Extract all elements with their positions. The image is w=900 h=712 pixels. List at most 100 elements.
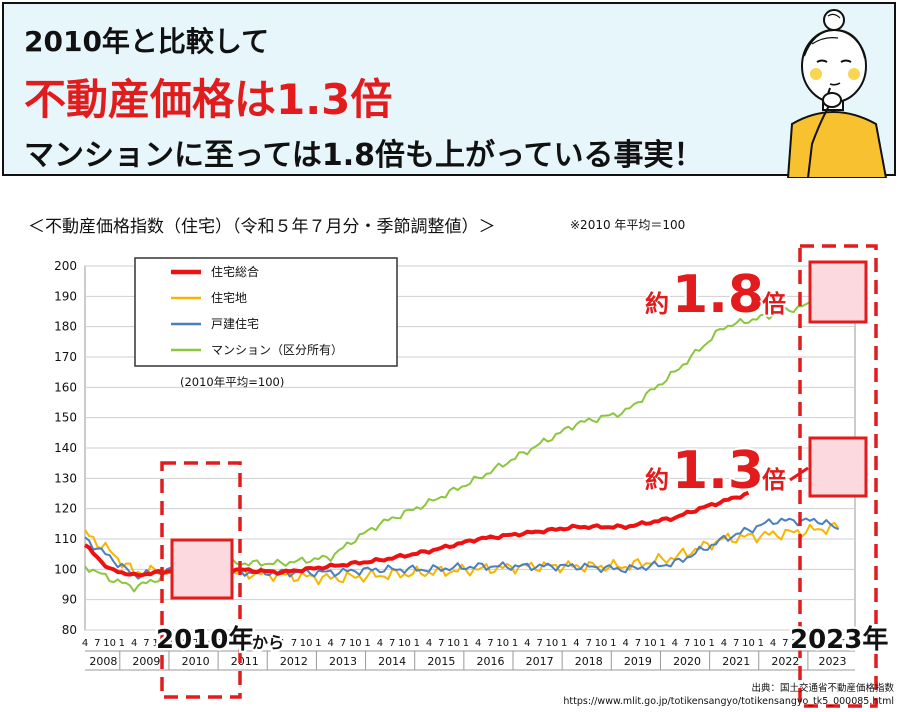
legend-label: 住宅地 (211, 290, 247, 305)
bai-label-mansion: 倍 (762, 290, 786, 318)
x-month-tick-label: 4 (573, 638, 579, 649)
base-year-note: (2010年平均=100) (180, 375, 284, 389)
x-month-tick-label: 7 (635, 638, 641, 649)
mansion-multiplier-value: 1.8 (672, 265, 764, 325)
x-month-tick-label: 7 (586, 638, 592, 649)
label-2010: 2010年 (156, 624, 254, 655)
x-year-label: 2015 (427, 655, 455, 668)
label-kara: から (252, 633, 284, 652)
x-month-tick-label: 1 (217, 638, 223, 649)
y-tick-label: 130 (54, 471, 77, 485)
x-month-tick-label: 10 (644, 638, 657, 649)
x-month-tick-label: 4 (278, 638, 284, 649)
x-year-label: 2022 (771, 655, 799, 668)
x-month-tick-label: 4 (82, 638, 88, 649)
x-month-tick-label: 10 (398, 638, 411, 649)
thinking-woman-illustration (786, 9, 888, 178)
yaku-label-mansion: 約 (645, 290, 669, 318)
chart-title: ＜不動産価格指数（住宅）（令和５年７月分・季節調整値）＞ (28, 217, 496, 237)
y-tick-label: 100 (54, 562, 77, 576)
x-month-tick-label: 10 (349, 638, 362, 649)
x-month-tick-label: 1 (463, 638, 469, 649)
yaku-label-total: 約 (645, 466, 669, 494)
x-month-tick-label: 4 (524, 638, 530, 649)
x-month-tick-label: 1 (266, 638, 272, 649)
x-month-tick-label: 7 (94, 638, 100, 649)
x-year-label: 2020 (673, 655, 701, 668)
x-month-tick-label: 10 (152, 638, 165, 649)
x-month-tick-label: 4 (475, 638, 481, 649)
x-month-tick-label: 10 (496, 638, 509, 649)
x-month-tick-label: 1 (561, 638, 567, 649)
x-year-label: 2012 (280, 655, 308, 668)
x-month-tick-label: 7 (192, 638, 198, 649)
headline-line2: 不動産価格は1.3倍 (24, 75, 393, 124)
x-month-tick-label: 1 (315, 638, 321, 649)
x-month-tick-label: 10 (840, 638, 853, 649)
x-year-label: 2019 (624, 655, 652, 668)
y-tick-label: 190 (54, 289, 77, 303)
highlight-2023-dashed-box (798, 244, 878, 708)
legend-box (134, 257, 398, 367)
x-year-label: 2014 (378, 655, 406, 668)
x-month-tick-label: 4 (131, 638, 137, 649)
legend-label: 住宅総合 (211, 264, 259, 279)
x-month-tick-label: 4 (770, 638, 776, 649)
y-tick-label: 200 (54, 259, 77, 273)
x-month-tick-label: 10 (595, 638, 608, 649)
x-month-tick-label: 4 (180, 638, 186, 649)
y-tick-label: 110 (54, 532, 77, 546)
x-month-tick-label: 7 (684, 638, 690, 649)
x-month-tick-label: 7 (242, 638, 248, 649)
legend-label: マンション（区分所有） (211, 343, 343, 357)
headline-line1: 2010年と比較して (24, 25, 270, 58)
x-month-tick-label: 4 (229, 638, 235, 649)
x-month-tick-label: 4 (426, 638, 432, 649)
bai-label-total: 倍 (762, 466, 786, 494)
x-year-label: 2023 (818, 655, 846, 668)
chart-base-note: ※2010 年平均＝100 (570, 218, 686, 232)
x-month-tick-label: 1 (610, 638, 616, 649)
y-tick-label: 90 (62, 593, 77, 607)
y-tick-label: 140 (54, 441, 77, 455)
x-year-label: 2011 (231, 655, 259, 668)
x-month-tick-label: 7 (733, 638, 739, 649)
x-month-tick-label: 10 (300, 638, 313, 649)
x-month-tick-label: 4 (622, 638, 628, 649)
x-month-tick-label: 10 (447, 638, 460, 649)
y-tick-label: 80 (62, 623, 77, 637)
x-month-tick-label: 7 (340, 638, 346, 649)
x-month-tick-label: 7 (291, 638, 297, 649)
x-month-tick-label: 4 (672, 638, 678, 649)
x-year-label: 2009 (132, 655, 160, 668)
label-2023: 2023年 (790, 624, 888, 655)
x-month-tick-label: 7 (143, 638, 149, 649)
x-month-tick-label: 7 (536, 638, 542, 649)
highlight-2010-dashed-box (160, 461, 242, 699)
header-banner: 2010年と比較して 不動産価格は1.3倍 マンションに至っては1.8倍も上がっ… (2, 2, 896, 178)
x-month-tick-label: 7 (438, 638, 444, 649)
x-month-tick-label: 10 (202, 638, 215, 649)
y-tick-label: 180 (54, 320, 77, 334)
x-month-tick-label: 1 (758, 638, 764, 649)
x-year-label: 2013 (329, 655, 357, 668)
x-month-tick-label: 7 (389, 638, 395, 649)
x-month-tick-label: 1 (512, 638, 518, 649)
x-month-tick-label: 10 (546, 638, 559, 649)
total-multiplier-value: 1.3 (672, 441, 764, 501)
x-year-label: 2016 (476, 655, 504, 668)
legend-label: 戸建住宅 (211, 316, 259, 331)
x-month-tick-label: 10 (103, 638, 116, 649)
y-tick-label: 150 (54, 411, 77, 425)
x-month-tick-label: 10 (742, 638, 755, 649)
x-month-tick-label: 4 (328, 638, 334, 649)
x-month-tick-label: 1 (119, 638, 125, 649)
x-month-tick-label: 1 (807, 638, 813, 649)
headline-line3: マンションに至っては1.8倍も上がっている事実！ (24, 138, 704, 173)
y-tick-label: 170 (54, 350, 77, 364)
x-month-tick-label: 7 (487, 638, 493, 649)
y-tick-label: 120 (54, 502, 77, 516)
x-month-tick-label: 4 (819, 638, 825, 649)
